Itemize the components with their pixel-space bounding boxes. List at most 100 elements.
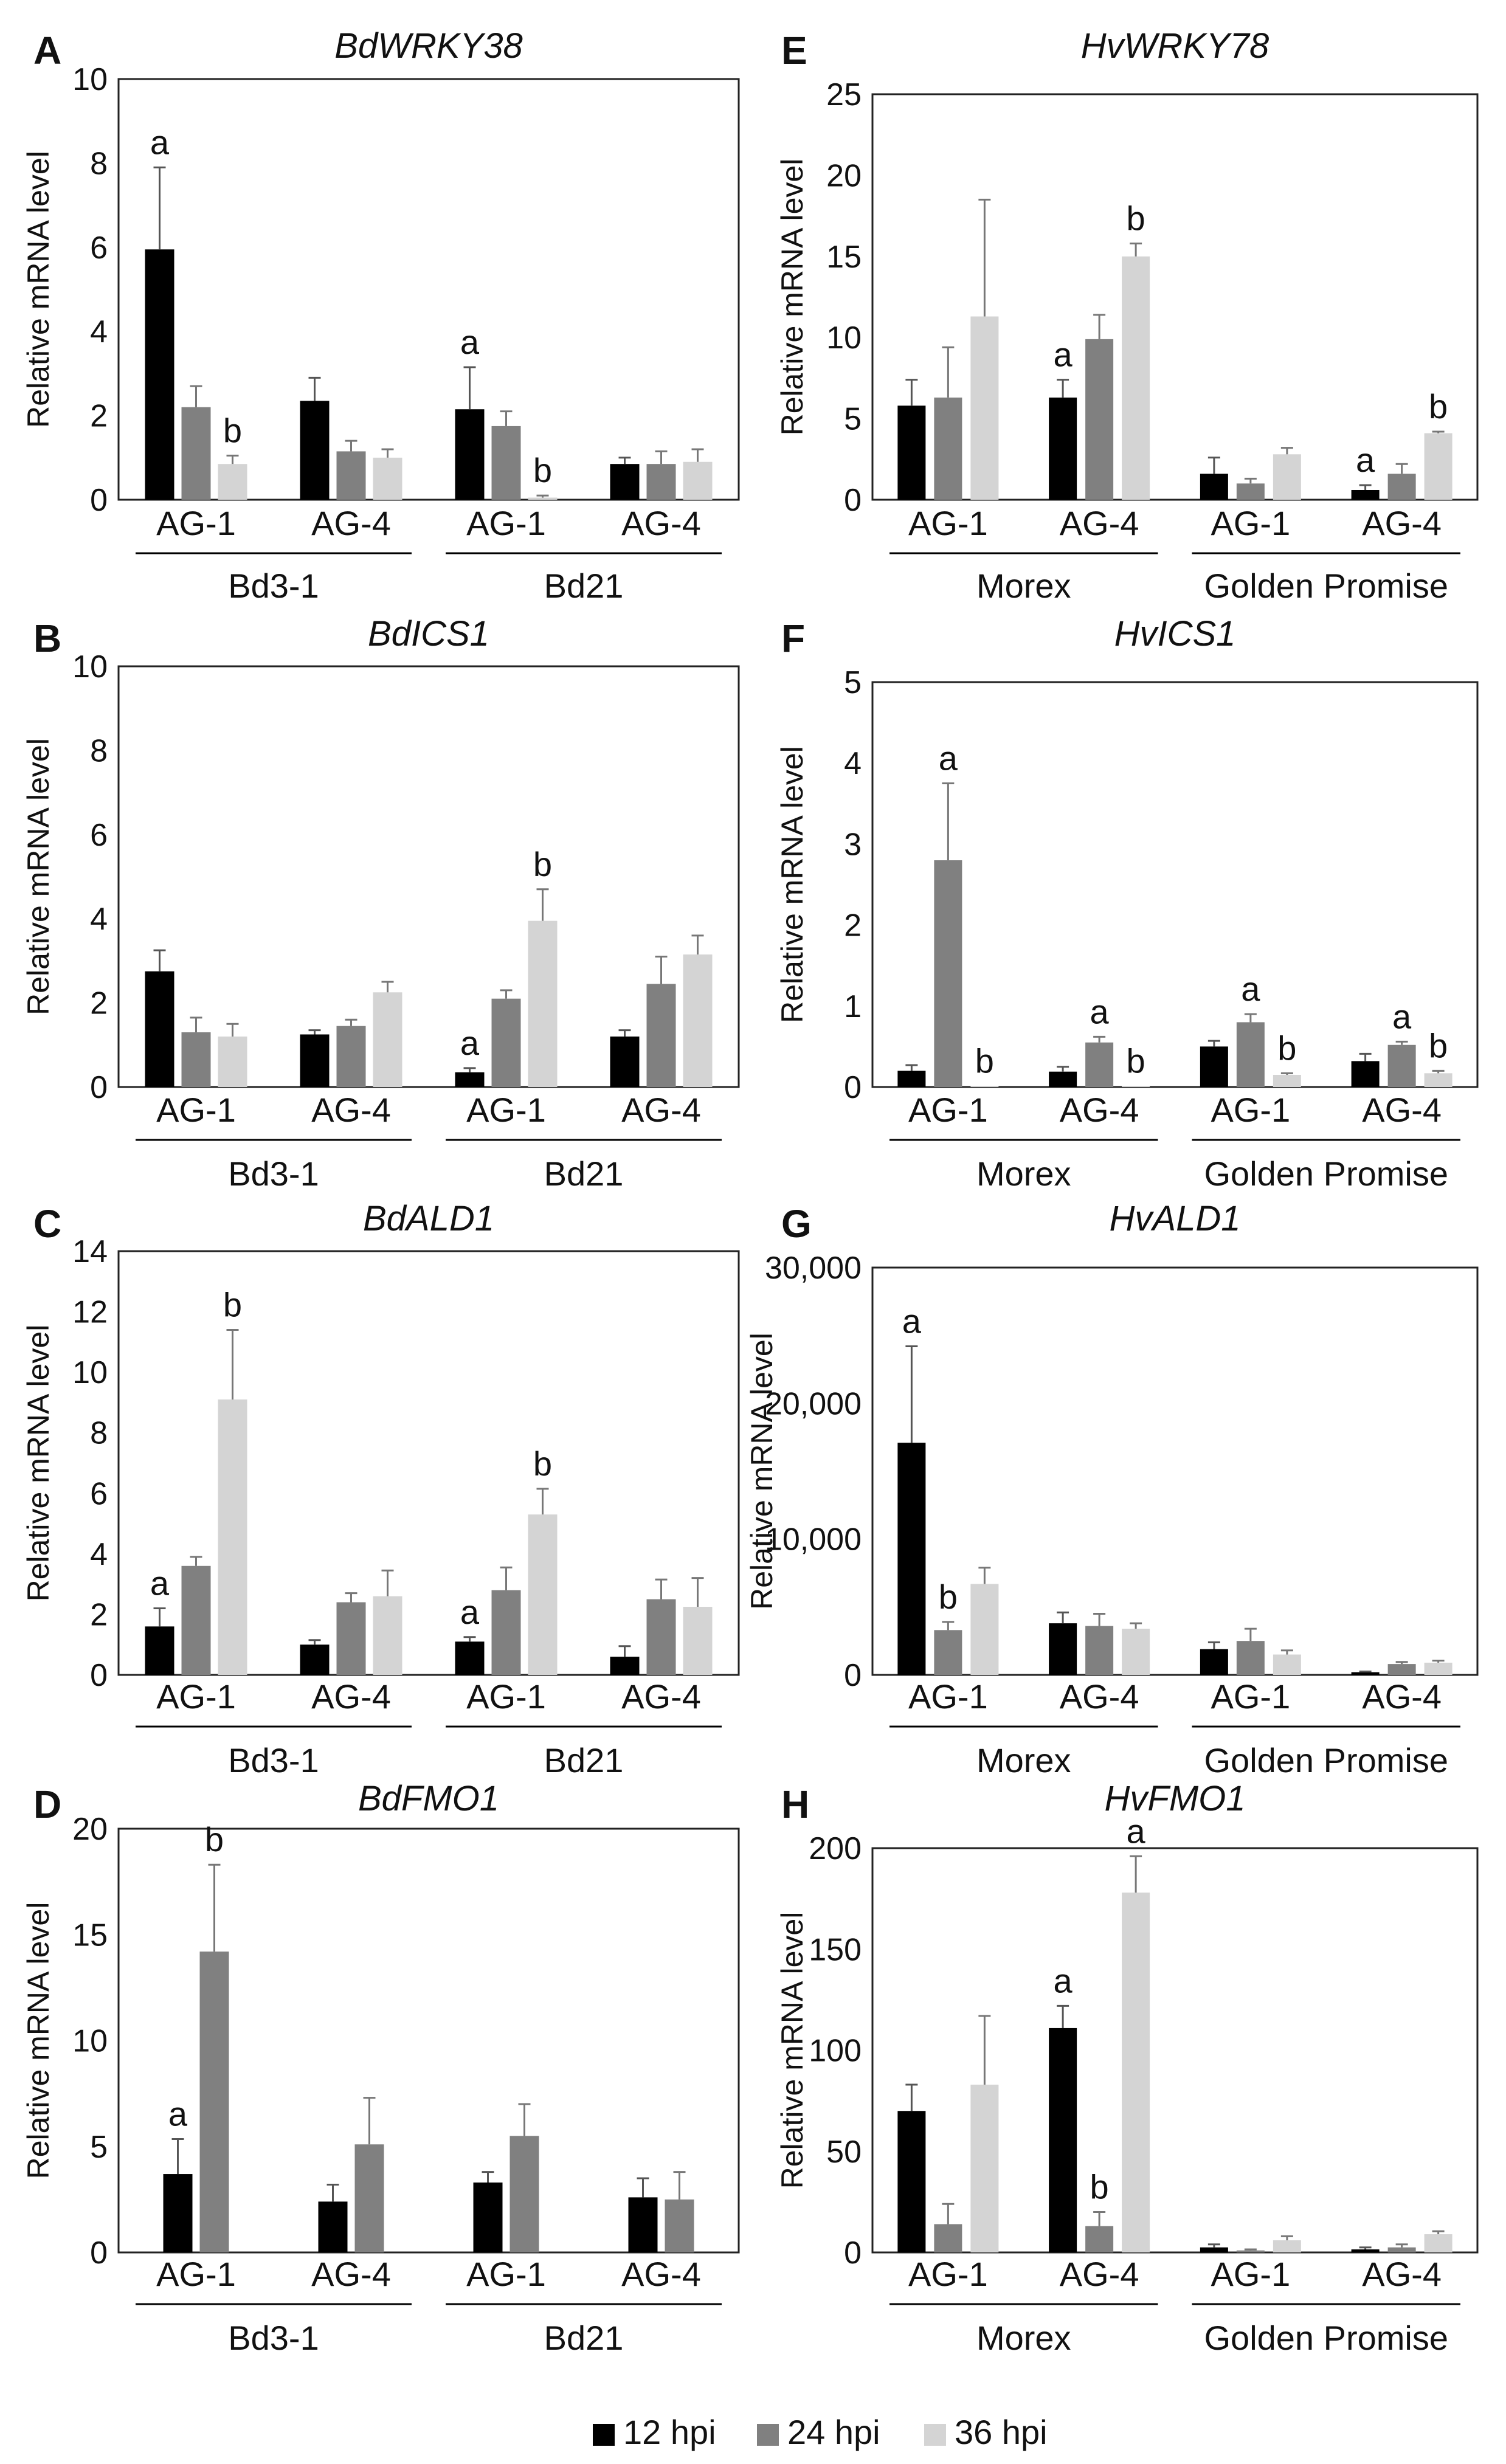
significance-letter: b [205,1820,224,1858]
bar-24-hpi-ag-4 [665,2199,694,2252]
y-tick-label: 0 [844,483,862,518]
plot-frame [117,78,740,501]
bar-24-hpi-ag-4 [1387,474,1416,500]
bar-12-hpi-ag-4 [318,2201,348,2252]
y-tick-label: 0 [90,2235,108,2271]
bar-24-hpi-ag-4 [1387,1044,1416,1087]
y-tick-label: 10 [826,320,862,356]
bar-12-hpi-ag-4 [1049,2027,1077,2252]
category-label: AG-4 [311,504,391,542]
y-tick-label: 0 [90,1070,108,1105]
chart-title: HvFMO1 [1105,1779,1246,1818]
bar-36-hpi-ag-4 [1424,1662,1452,1675]
y-tick-label: 5 [90,2130,108,2165]
y-axis-label: Relative mRNA level [775,746,809,1023]
panel-e: E HvWRKY78 0 5 10 15 20 25 Relative mRNA level AG… [775,26,1479,605]
significance-letter: b [1429,1026,1448,1065]
bar-12-hpi-ag-4 [300,1644,330,1675]
bar-24-hpi-ag-1 [1236,2250,1265,2252]
y-tick-label: 8 [90,733,108,768]
category-label: AG-1 [156,1677,236,1716]
category-label: AG-1 [908,1091,988,1129]
significance-letter: a [1054,1961,1073,2000]
legend-label: 12 hpi [623,2413,716,2451]
panel-d: D BdFMO1 0 5 10 15 20 Relative mRNA level a b AG-1… [21,1779,740,2357]
y-tick-label: 6 [90,818,108,853]
category-label: AG-4 [311,2255,391,2293]
bar-12-hpi-ag-1 [473,2182,503,2252]
category-label: AG-1 [156,504,236,542]
panel-a: A BdWRKY38 0 2 4 6 8 10 Relative mRNA level a b AG-… [21,26,740,605]
plot-frame [871,681,1479,1088]
y-axis-label: Relative mRNA level [21,1902,55,2179]
bar-36-hpi-ag-4 [683,461,713,500]
bar-36-hpi-ag-1 [970,2085,999,2252]
bar-36-hpi-ag-4 [683,1606,713,1675]
bar-12-hpi-ag-4 [1351,2249,1380,2252]
category-label: AG-4 [1060,504,1139,542]
bar-36-hpi-ag-1 [528,497,558,500]
bar-24-hpi-ag-4 [336,451,366,500]
category-label: AG-4 [1060,2255,1139,2293]
category-label: AG-1 [466,1677,546,1716]
category-label: AG-1 [1211,2255,1291,2293]
category-label: AG-4 [311,1091,391,1129]
bar-36-hpi-ag-1 [528,920,558,1087]
legend-label: 24 hpi [787,2413,880,2451]
legend: 12 hpi 24 hpi 36 hpi [593,2413,1048,2451]
bar-24-hpi-ag-4 [1085,1626,1114,1675]
bar-36-hpi-ag-1 [970,1086,999,1087]
y-tick-label: 15 [826,240,862,275]
significance-letter: a [902,1302,922,1341]
group-label: Bd21 [544,567,624,605]
bar-36-hpi-ag-1 [218,1399,247,1675]
group-label: Bd3-1 [228,2319,319,2357]
bar-12-hpi-ag-1 [145,1626,174,1675]
panel-letter: D [33,1782,61,1826]
legend-swatch [924,2424,946,2446]
significance-letter: b [1277,1029,1296,1067]
y-tick-label: 10 [72,2024,108,2059]
bar-36-hpi-ag-4 [373,457,402,500]
y-tick-label: 8 [90,1416,108,1451]
chart-title: BdALD1 [363,1199,494,1238]
bar-24-hpi-ag-4 [1085,339,1114,500]
y-tick-label: 12 [72,1295,108,1330]
y-tick-label: 8 [90,146,108,181]
panel-b: B BdICS1 0 2 4 6 8 10 Relative mRNA level AG-1 AG-… [21,614,740,1193]
bar-12-hpi-ag-1 [455,1641,485,1675]
panel-h: H HvFMO1 0 50 100 150 200 Relative mRNA level AG… [775,1779,1479,2357]
bar-12-hpi-ag-4 [1351,1061,1380,1087]
significance-letter: b [975,1042,994,1080]
y-tick-label: 3 [844,827,862,862]
group-label: Golden Promise [1204,1154,1448,1193]
y-axis-label: Relative mRNA level [745,1333,779,1610]
bar-24-hpi-ag-1 [1236,1022,1265,1087]
y-tick-label: 4 [90,902,108,937]
bar-24-hpi-ag-1 [934,1630,962,1675]
y-axis-label: Relative mRNA level [21,738,55,1015]
y-tick-label: 30,000 [765,1251,862,1286]
significance-letter: b [533,451,552,489]
bar-24-hpi-ag-1 [181,1032,211,1087]
bar-12-hpi-ag-4 [610,1657,640,1675]
panel-letter: A [33,29,61,72]
bar-12-hpi-ag-4 [300,1034,330,1087]
group-label: Bd3-1 [228,1741,319,1779]
significance-letter: b [1090,2168,1109,2206]
plot-frame [117,1827,740,2254]
bar-36-hpi-ag-4 [1122,256,1150,500]
bar-36-hpi-ag-1 [1273,454,1301,500]
bar-12-hpi-ag-1 [145,971,174,1087]
bar-12-hpi-ag-1 [897,1071,926,1087]
bar-12-hpi-ag-4 [628,2197,658,2252]
y-tick-label: 10 [72,649,108,685]
category-label: AG-4 [1362,1091,1442,1129]
bar-12-hpi-ag-4 [1049,1071,1077,1087]
significance-letter: a [1127,1812,1146,1850]
bar-36-hpi-ag-1 [1273,1654,1301,1675]
bar-12-hpi-ag-1 [145,249,174,500]
bar-24-hpi-ag-4 [1085,2226,1114,2252]
bar-24-hpi-ag-1 [934,860,962,1087]
